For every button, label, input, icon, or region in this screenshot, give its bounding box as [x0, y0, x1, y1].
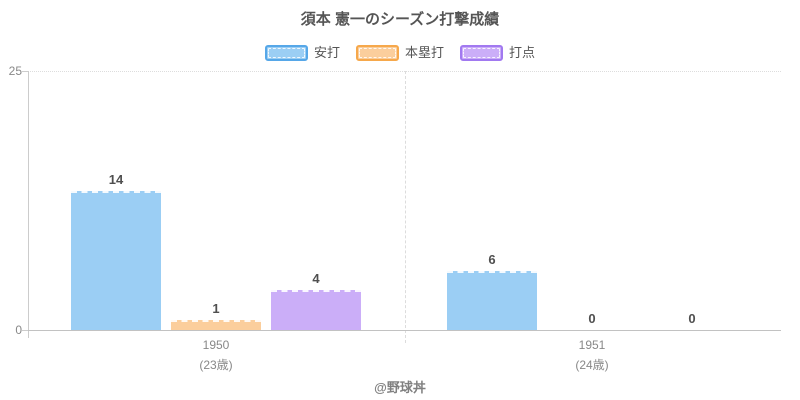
legend-label-home-runs: 本塁打: [404, 45, 444, 60]
x-tick-label-1951: 1951: [578, 338, 606, 352]
bar-value-label-hits-1951: 6: [488, 252, 496, 267]
legend-item-rbi[interactable]: 打点: [460, 45, 535, 61]
bar-hits-1950[interactable]: [71, 191, 161, 330]
legend-swatch-hits: [264, 45, 308, 61]
bar-rbi-1950[interactable]: [271, 290, 361, 330]
legend-swatch-rbi: [460, 45, 503, 61]
legend-swatch-home-runs: [355, 45, 399, 61]
bar-value-label-home-runs-1951: 0: [588, 311, 596, 326]
legend-swatch-pattern: [463, 48, 500, 58]
y-axis-line: [28, 71, 29, 338]
y-tick-mark-0: [22, 330, 28, 331]
y-tick-label-0: 0: [15, 323, 22, 337]
legend-label-rbi: 打点: [509, 45, 536, 60]
x-tick-sublabel-1950: (23歳): [199, 358, 233, 372]
bar-hits-1951[interactable]: [447, 271, 537, 330]
legend-item-home-runs[interactable]: 本塁打: [355, 45, 444, 61]
category-divider-line: [405, 71, 406, 343]
y-tick-label-25: 25: [8, 64, 22, 78]
bar-value-label-rbi-1950: 4: [312, 271, 320, 286]
x-tick-sublabel-1951: (24歳): [575, 358, 609, 372]
chart-legend: 安打 本塁打 打点: [0, 44, 800, 62]
bar-value-label-home-runs-1950: 1: [212, 301, 220, 316]
gridline-y25: [28, 71, 781, 72]
y-tick-mark-25: [22, 71, 28, 72]
bar-home-runs-1950[interactable]: [171, 320, 261, 330]
x-axis-baseline: [28, 330, 781, 331]
x-tick-label-1950: 1950: [202, 338, 230, 352]
bar-value-label-hits-1950: 14: [108, 172, 124, 187]
chart-title: 須本 憲一のシーズン打撃成績: [300, 11, 500, 28]
watermark-credit: @野球丼: [374, 380, 426, 395]
bar-value-label-rbi-1951: 0: [688, 311, 696, 326]
legend-swatch-pattern: [267, 48, 305, 58]
legend-swatch-pattern: [358, 48, 396, 58]
legend-label-hits: 安打: [313, 45, 340, 60]
legend-item-hits[interactable]: 安打: [264, 45, 340, 61]
